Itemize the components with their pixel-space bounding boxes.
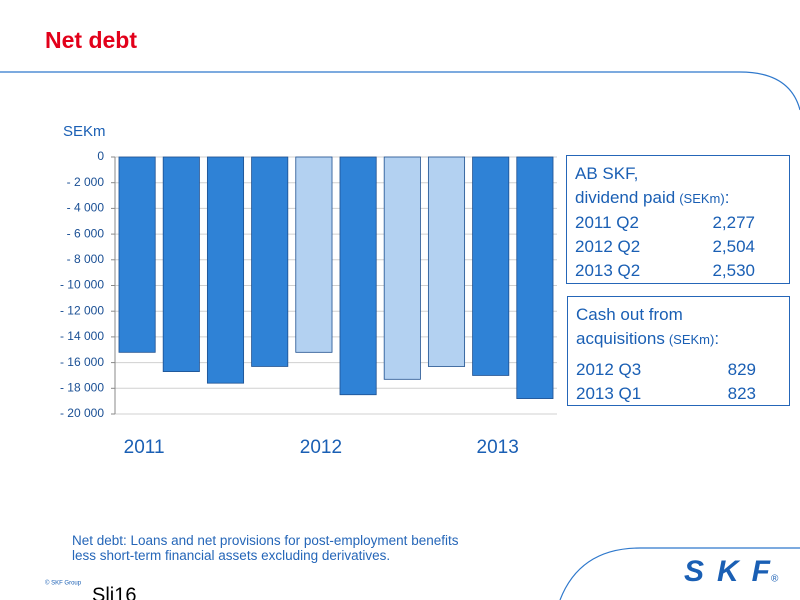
x-tick-label: 2011 [124,437,165,458]
y-tick-label: - 4 000 [67,201,105,215]
row-period: 2012 Q3 [576,360,642,379]
row-amount: 823 [727,384,756,403]
y-tick-label: - 14 000 [60,329,104,343]
y-tick-label: - 20 000 [60,406,104,420]
box-label-line: dividend paid (SEKm): [575,186,781,211]
logo: SKF [684,555,771,588]
y-tick-label: - 6 000 [67,226,105,240]
y-tick-label: 0 [97,149,104,163]
bar [206,156,245,384]
box-label: dividend paid [575,188,676,207]
info-box: AB SKF, dividend paid (SEKm): 2011 Q2 2,277 2… [566,155,790,284]
info-box: Cash out from acquisitions (SEKm): 2012 Q3 8… [567,296,790,406]
y-tick-label: - 12 000 [60,303,104,317]
x-tick-label: 2012 [300,437,342,458]
y-tick-label: - 18 000 [60,380,104,394]
decor-line [559,547,800,600]
bar [251,156,289,367]
footnote-line: Net debt: Loans and net provisions for p… [72,533,459,548]
decor-line [0,71,800,111]
box-label: acquisitions [576,329,665,348]
y-tick-label: - 16 000 [60,355,104,369]
bar [118,156,156,353]
footnote-line: less short-term financial assets excludi… [72,548,391,563]
bar [383,156,421,380]
row-amount: 2,504 [712,237,755,256]
y-tick-label: - 2 000 [67,175,105,189]
box-colon: : [724,188,730,207]
row-period: 2013 Q1 [576,384,642,403]
box-unit: (SEKm) [679,191,725,206]
bar [162,156,200,372]
bar [295,156,333,353]
x-tick-label: 2013 [477,437,519,458]
bar [516,156,554,399]
box-row: 2012 Q3 829 [576,358,781,382]
row-period: 2012 Q2 [575,237,641,256]
bar [339,156,377,396]
copyright: © SKF Group [45,580,82,587]
box-row: 2013 Q1 823 [576,382,781,406]
bar [427,156,466,367]
y-tick-label: - 10 000 [60,278,104,292]
box-heading: Cash out from [576,305,683,324]
row-amount: 829 [727,360,756,379]
y-axis-label: SEKm [63,123,106,140]
row-period: 2011 Q2 [575,213,639,232]
row-amount: 2,530 [712,261,755,280]
bar [472,156,510,376]
box-unit: (SEKm) [668,332,715,347]
box-colon: : [714,329,720,348]
y-tick-label: - 8 000 [67,252,105,266]
footnote: Net debt: Loans and net provisions for p… [72,533,458,563]
row-amount: 2,277 [712,213,755,232]
slide-number: Sli16 [92,584,136,600]
box-row: 2013 Q2 2,530 [575,259,781,283]
box-heading: AB SKF, [575,164,639,183]
box-row: 2012 Q2 2,504 [575,235,781,259]
row-period: 2013 Q2 [575,261,641,280]
box-row: 2011 Q2 2,277 [575,211,781,235]
chart-title: Net debt [45,27,137,53]
box-label-line: acquisitions (SEKm): [576,327,781,352]
logo-mark: ® [771,574,779,585]
